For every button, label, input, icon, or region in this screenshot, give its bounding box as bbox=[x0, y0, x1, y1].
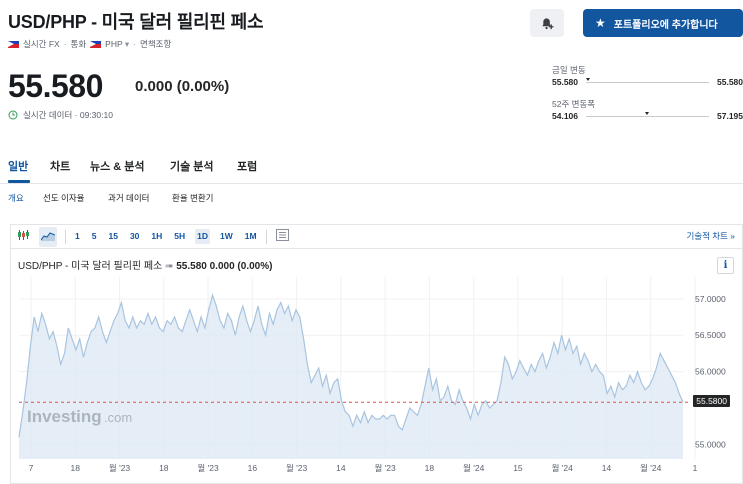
interval-30[interactable]: 30 bbox=[129, 231, 140, 241]
main-tabs: 일반 차트 뉴스 & 분석 기술 분석 포럼 bbox=[0, 152, 743, 184]
chart-title-price: 55.580 bbox=[176, 261, 207, 272]
day-range-marker bbox=[586, 77, 590, 81]
x-tick-label: 18 bbox=[425, 463, 435, 473]
interval-1d[interactable]: 1D bbox=[195, 229, 211, 244]
x-tick-label: 14 bbox=[602, 463, 612, 473]
x-tick-label: 월 '24 bbox=[640, 463, 662, 473]
chart-title-name: USD/PHP - 미국 달러 필리핀 페소 bbox=[18, 261, 163, 272]
week52-high: 57.195 bbox=[717, 111, 743, 121]
add-to-portfolio-label: 포트폴리오에 추가합니다 bbox=[613, 19, 718, 31]
add-alert-button[interactable] bbox=[530, 9, 564, 37]
y-tick-label: 56.0000 bbox=[695, 367, 726, 377]
x-tick-label: 월 '24 bbox=[463, 463, 485, 473]
y-tick-label: 57.0000 bbox=[695, 294, 726, 304]
area-chart-icon[interactable] bbox=[39, 226, 57, 247]
x-tick-label: 월 '23 bbox=[286, 463, 308, 473]
currency-type-label: 통화 bbox=[70, 39, 87, 49]
day-range-bar bbox=[586, 77, 709, 83]
x-tick-label: 15 bbox=[513, 463, 523, 473]
subtitle-row: 실시간 FX · 통화 PHP ▾ · 면책조항 bbox=[8, 38, 171, 50]
tab-chart[interactable]: 차트 bbox=[50, 161, 71, 173]
candlestick-icon[interactable] bbox=[17, 228, 31, 246]
tab-technical[interactable]: 기술 분석 bbox=[170, 161, 214, 173]
price-line bbox=[18, 293, 684, 438]
clock-icon bbox=[8, 110, 18, 120]
week52-range: 52주 변동폭 54.106 57.195 bbox=[552, 98, 743, 121]
realtime-fx-label: 실시간 FX bbox=[23, 39, 60, 49]
week52-range-marker bbox=[645, 111, 650, 115]
ph-flag-icon-2 bbox=[90, 40, 102, 48]
chart-toolbar: 1 5 15 30 1H 5H 1D 1W 1M 기술적 차트 » bbox=[10, 224, 743, 248]
last-price: 55.580 bbox=[8, 68, 103, 104]
active-tab-indicator bbox=[8, 180, 30, 183]
interval-15[interactable]: 15 bbox=[108, 231, 118, 241]
price-chart: 57.0000 56.5000 56.0000 55.0000 Investing .co… bbox=[10, 248, 743, 484]
watermark-logo: Investing bbox=[27, 407, 102, 426]
subtab-historical[interactable]: 과거 데이터 bbox=[108, 193, 150, 203]
tab-forum[interactable]: 포럼 bbox=[237, 161, 258, 173]
currency-selector[interactable]: PHP ▾ bbox=[105, 38, 130, 49]
indicator-list-icon[interactable] bbox=[275, 228, 289, 246]
chart-svg[interactable]: 57.0000 56.5000 56.0000 55.0000 Investing .co… bbox=[11, 249, 743, 484]
day-low: 55.580 bbox=[552, 77, 578, 87]
chart-arrow-icon: ➠ bbox=[165, 261, 174, 272]
week52-range-label: 52주 변동폭 bbox=[552, 99, 596, 109]
interval-5h[interactable]: 5H bbox=[174, 231, 186, 241]
day-range-label: 금일 변동 bbox=[552, 65, 586, 75]
x-tick-label: 월 '23 bbox=[109, 463, 131, 473]
add-to-portfolio-button[interactable]: ★ 포트폴리오에 추가합니다 bbox=[583, 9, 743, 37]
tab-news[interactable]: 뉴스 & 분석 bbox=[90, 161, 145, 173]
realtime-status: 실시간 데이터 · 09:30:10 bbox=[8, 109, 113, 121]
interval-5[interactable]: 5 bbox=[91, 231, 97, 241]
subtab-overview[interactable]: 개요 bbox=[8, 193, 24, 203]
x-tick-label: 16 bbox=[248, 463, 258, 473]
price-change: 0.000 (0.00%) bbox=[135, 78, 230, 95]
realtime-text: 실시간 데이터 · 09:30:10 bbox=[23, 110, 113, 120]
chart-title-change: 0.000 (0.00%) bbox=[209, 261, 273, 272]
watermark-suffix: .com bbox=[104, 410, 132, 425]
x-tick-label: 18 bbox=[71, 463, 81, 473]
interval-1m[interactable]: 1M bbox=[244, 231, 257, 241]
interval-1w[interactable]: 1W bbox=[220, 231, 233, 241]
subtab-forward-rates[interactable]: 선도 이자율 bbox=[43, 193, 85, 203]
disclaimer-link[interactable]: 면책조항 bbox=[140, 39, 172, 49]
y-tick-label: 55.0000 bbox=[695, 439, 726, 449]
chart-info-button[interactable]: i bbox=[717, 257, 734, 274]
week52-low: 54.106 bbox=[552, 111, 578, 121]
page-title: USD/PHP - 미국 달러 필리핀 페소 bbox=[8, 12, 264, 32]
x-tick-label: 18 bbox=[159, 463, 169, 473]
tab-general[interactable]: 일반 bbox=[8, 161, 29, 173]
technical-chart-link[interactable]: 기술적 차트 » bbox=[686, 231, 735, 241]
chevron-down-icon: ▾ bbox=[124, 38, 130, 49]
x-tick-label: 14 bbox=[336, 463, 346, 473]
x-tick-label: 월 '23 bbox=[375, 463, 397, 473]
price-area bbox=[19, 295, 683, 459]
x-tick-label: 월 '24 bbox=[552, 463, 574, 473]
day-high: 55.580 bbox=[717, 77, 743, 87]
day-range: 금일 변동 55.580 55.580 bbox=[552, 64, 743, 87]
interval-1h[interactable]: 1H bbox=[151, 231, 163, 241]
subtab-converter[interactable]: 환율 변환기 bbox=[172, 193, 214, 203]
chart-title: USD/PHP - 미국 달러 필리핀 페소 ➠ 55.580 0.000 (0… bbox=[18, 257, 272, 272]
x-tick-label: 7 bbox=[29, 463, 34, 473]
bell-plus-icon bbox=[541, 17, 554, 29]
week52-range-bar bbox=[586, 111, 709, 117]
current-price-tag: 55.5800 bbox=[693, 395, 730, 408]
x-tick-label: 1 bbox=[693, 463, 698, 473]
y-tick-label: 56.5000 bbox=[695, 330, 726, 340]
x-tick-label: 월 '23 bbox=[197, 463, 219, 473]
star-icon: ★ bbox=[595, 16, 606, 30]
interval-1[interactable]: 1 bbox=[75, 231, 80, 241]
ph-flag-icon bbox=[8, 40, 19, 48]
